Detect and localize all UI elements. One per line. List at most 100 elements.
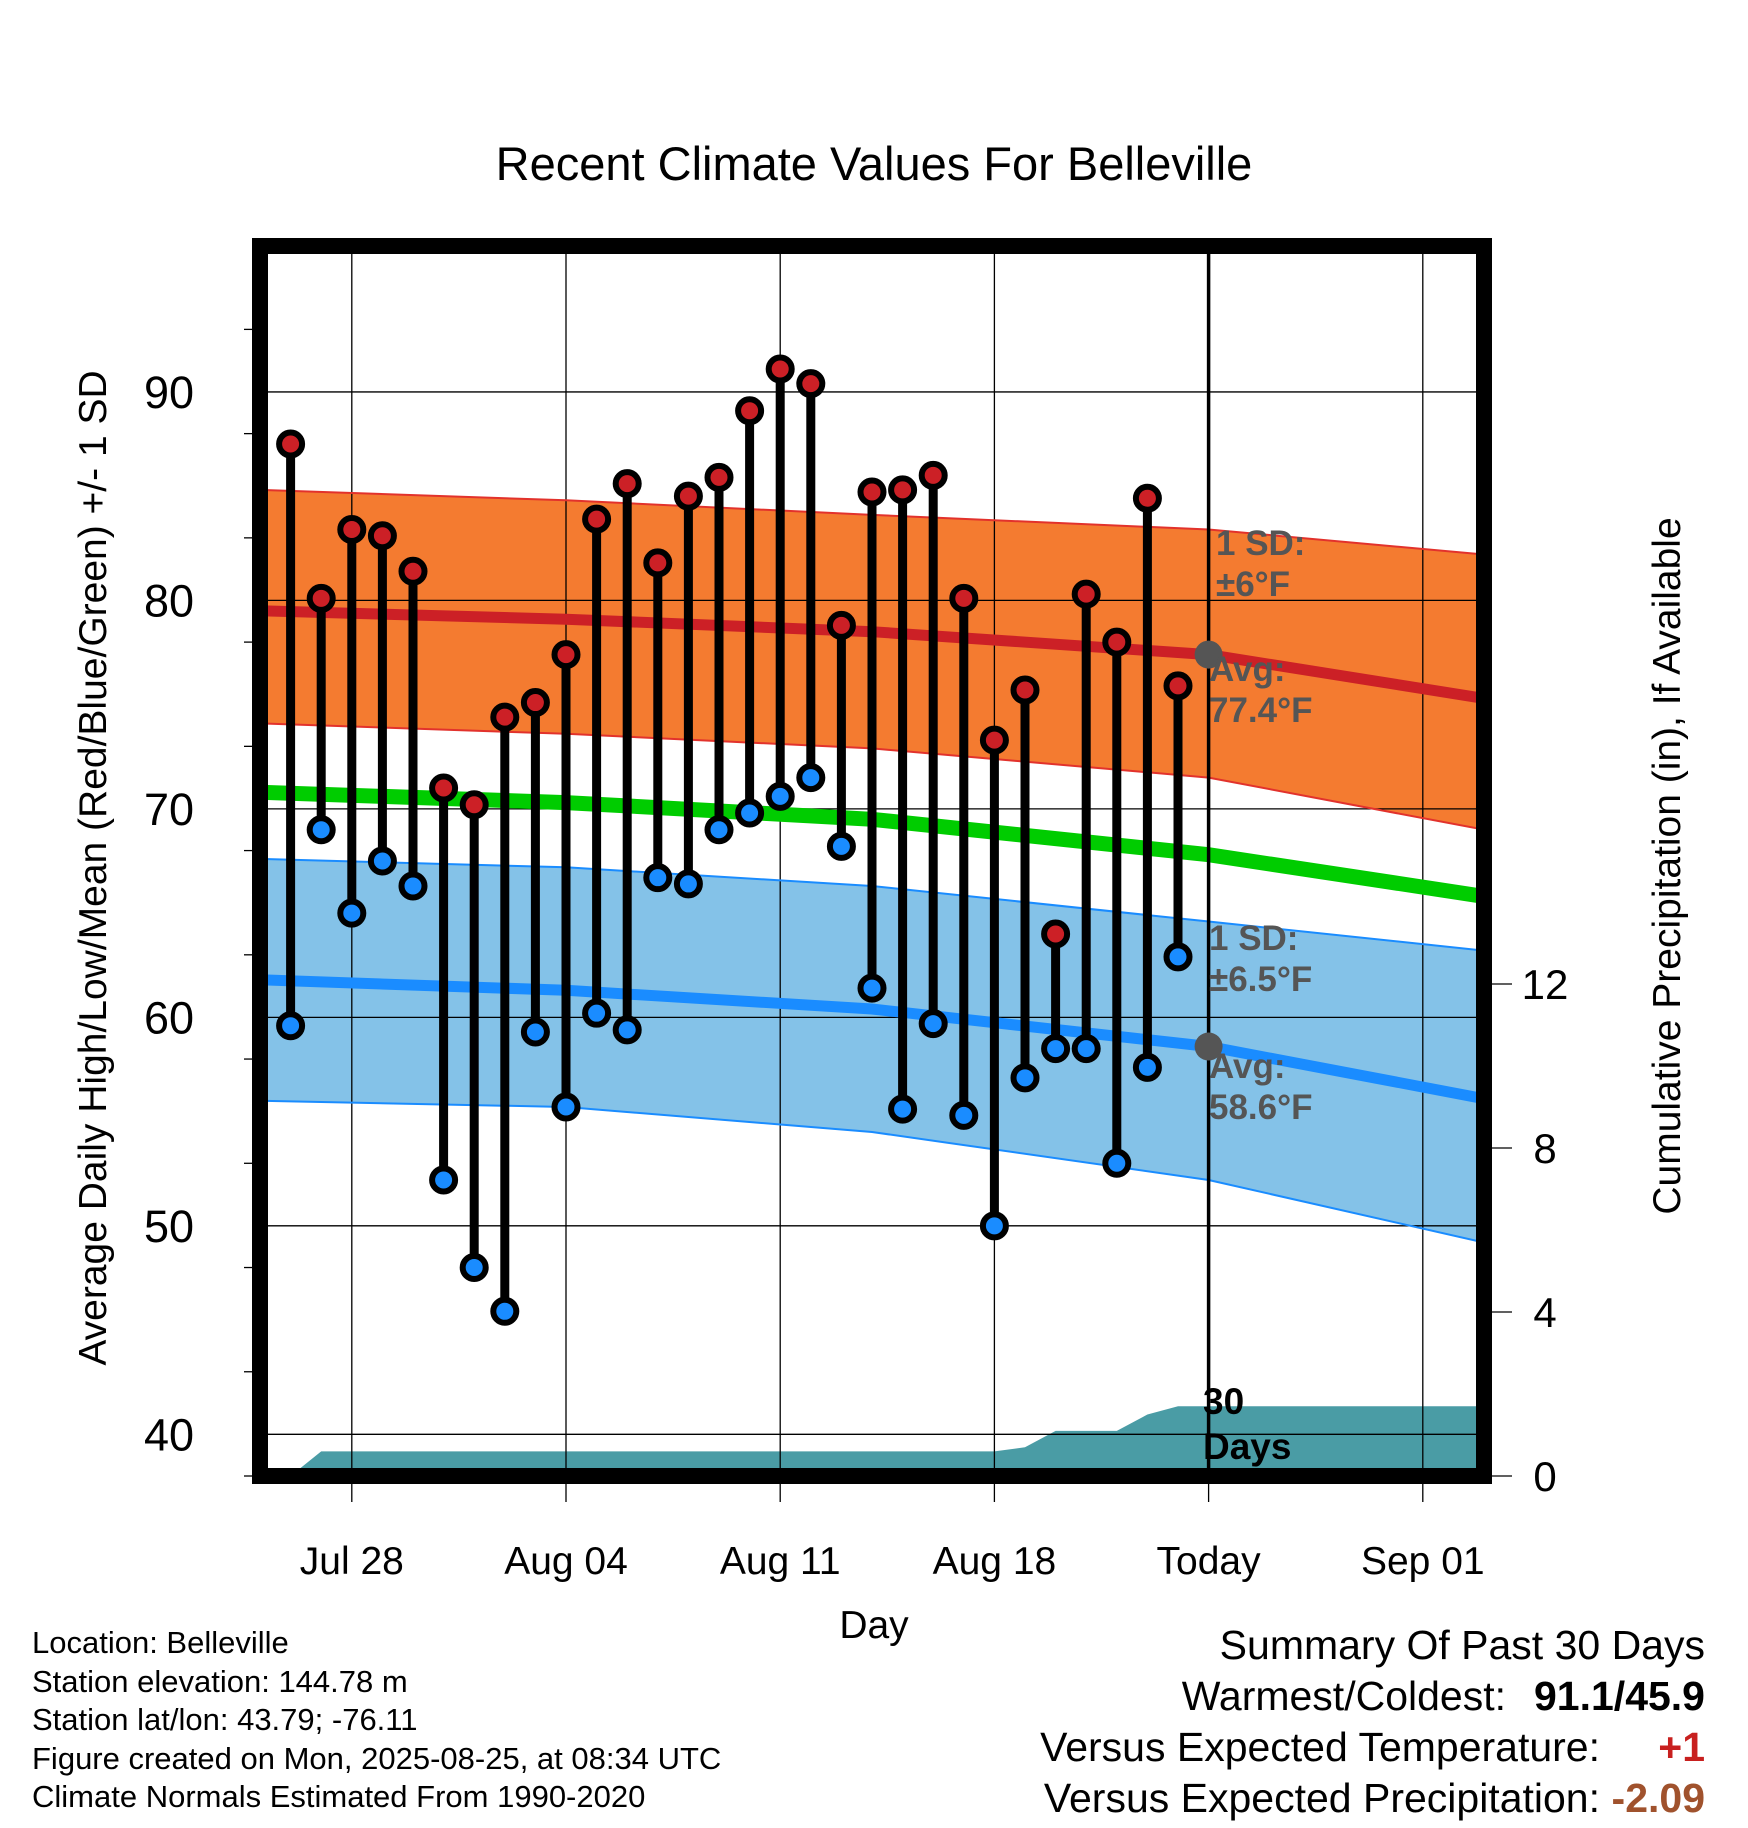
daily-high-point: [1071, 579, 1101, 609]
daily-low-point: [735, 798, 765, 828]
daily-high-point: [1010, 675, 1040, 705]
daily-high-point: [429, 773, 459, 803]
y-tick-label: 40: [144, 1409, 194, 1460]
y-tick-label: 70: [144, 784, 194, 835]
daily-high-point: [490, 702, 520, 732]
daily-high-point: [857, 477, 887, 507]
daily-high-point: [765, 354, 795, 384]
summary-panel: Summary Of Past 30 Days Warmest/Coldest:…: [805, 1620, 1705, 1824]
days-count: 30: [1203, 1381, 1244, 1422]
x-tick-label: Aug 04: [504, 1540, 628, 1583]
precipitation-area: [290, 1406, 1484, 1476]
daily-low-point: [1102, 1148, 1132, 1178]
daily-high-point: [735, 396, 765, 426]
daily-low-point: [612, 1015, 642, 1045]
daily-high-point: [888, 475, 918, 505]
high-avg-value: 77.4°F: [1209, 691, 1313, 730]
today-high-avg-marker: [1194, 640, 1223, 669]
y2-axis-label: Cumulative Precipitation (in), If Availa…: [1646, 517, 1689, 1214]
daily-high-point: [796, 369, 826, 399]
daily-high-point: [704, 462, 734, 492]
station-info: Location: Belleville Station elevation: …: [32, 1624, 721, 1817]
daily-low-point: [765, 781, 795, 811]
daily-high-point: [1102, 627, 1132, 657]
daily-high-point: [979, 725, 1009, 755]
y-tick-label: 90: [144, 367, 194, 418]
daily-low-point: [826, 831, 856, 861]
daily-low-point: [276, 1011, 306, 1041]
daily-high-point: [582, 504, 612, 534]
y2-tick-label: 4: [1533, 1289, 1556, 1336]
daily-low-point: [1041, 1034, 1071, 1064]
plot-contents: [260, 246, 1484, 1476]
daily-low-point: [1163, 942, 1193, 972]
daily-low-point: [367, 846, 397, 876]
x-tick-label: Jul 28: [300, 1540, 404, 1583]
warm-cold-value: 91.1/45.9: [1534, 1673, 1705, 1719]
x-tick-label: Aug 18: [933, 1540, 1057, 1583]
daily-low-point: [582, 998, 612, 1028]
created-text: Figure created on Mon, 2025-08-25, at 08…: [32, 1740, 722, 1776]
daily-low-point: [949, 1100, 979, 1130]
y2-tick-label: 8: [1533, 1125, 1556, 1172]
y-tick-label: 80: [144, 575, 194, 626]
y-axis-label: Average Daily High/Low/Mean (Red/Blue/Gr…: [72, 370, 115, 1365]
low-avg-title: Avg:: [1209, 1047, 1285, 1086]
daily-low-point: [429, 1165, 459, 1195]
y-tick-label: 50: [144, 1201, 194, 1252]
low-sd-title: 1 SD:: [1209, 919, 1298, 958]
chart-title: Recent Climate Values For Belleville: [496, 137, 1253, 190]
daily-high-point: [276, 429, 306, 459]
warm-cold-label: Warmest/Coldest:: [1181, 1673, 1506, 1719]
temp-label: Versus Expected Temperature:: [1040, 1724, 1600, 1770]
daily-low-point: [888, 1094, 918, 1124]
daily-low-point: [1010, 1063, 1040, 1093]
sd-edge-line: [260, 1099, 1484, 1244]
daily-low-point: [306, 815, 336, 845]
daily-low-point: [673, 869, 703, 899]
daily-low-point: [520, 1017, 550, 1047]
low-avg-value: 58.6°F: [1209, 1088, 1313, 1127]
daily-high-point: [918, 460, 948, 490]
low-sd-value: ±6.5°F: [1209, 960, 1312, 999]
daily-low-point: [643, 863, 673, 893]
daily-low-point: [337, 898, 367, 928]
elevation-text: Station elevation: 144.78 m: [32, 1663, 408, 1699]
daily-high-point: [949, 583, 979, 613]
daily-high-point: [520, 688, 550, 718]
today-low-avg-marker: [1194, 1032, 1223, 1061]
y-tick-label: 60: [144, 992, 194, 1043]
summary-title: Summary Of Past 30 Days: [1219, 1622, 1705, 1668]
y2-tick-label: 0: [1533, 1453, 1556, 1500]
daily-low-point: [704, 815, 734, 845]
daily-low-point: [857, 973, 887, 1003]
x-tick-label: Today: [1157, 1540, 1262, 1583]
average-line: [260, 974, 1484, 1105]
daily-high-point: [643, 548, 673, 578]
daily-high-point: [551, 640, 581, 670]
daily-low-point: [398, 871, 428, 901]
y2-tick-label: 12: [1522, 961, 1569, 1008]
daily-high-point: [1132, 483, 1162, 513]
normals-text: Climate Normals Estimated From 1990-2020: [32, 1779, 646, 1814]
daily-high-point: [337, 515, 367, 545]
location-text: Location: Belleville: [32, 1625, 289, 1660]
daily-high-point: [367, 521, 397, 551]
annotations: 1 SD: ±6°F Avg: 77.4°F 1 SD: ±6.5°F Avg:…: [1203, 524, 1313, 1467]
x-axis-label: Day: [839, 1604, 909, 1647]
daily-low-point: [918, 1009, 948, 1039]
daily-low-point: [796, 763, 826, 793]
daily-high-point: [1163, 671, 1193, 701]
daily-high-point: [459, 790, 489, 820]
plot-frame: [252, 238, 1492, 1484]
daily-high-point: [398, 556, 428, 586]
daily-high-point: [673, 481, 703, 511]
precip-anomaly-value: -2.09: [1611, 1775, 1705, 1821]
daily-low-point: [979, 1211, 1009, 1241]
daily-low-point: [551, 1092, 581, 1122]
high-avg-title: Avg:: [1209, 650, 1285, 689]
daily-low-point: [1071, 1034, 1101, 1064]
x-tick-label: Aug 11: [720, 1540, 841, 1583]
high-sd-value: ±6°F: [1216, 565, 1290, 604]
